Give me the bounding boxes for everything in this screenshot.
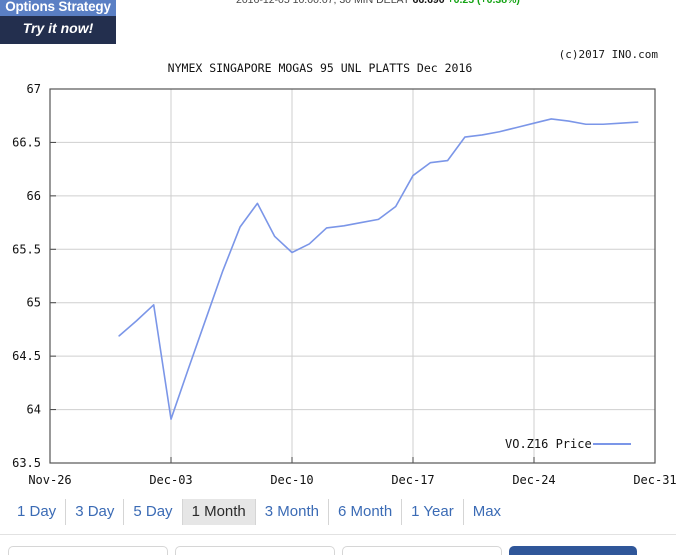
quote-timestamp: 2016-12-05 10:00:07, <box>236 0 337 6</box>
plot-frame <box>49 88 656 464</box>
y-axis-label: 67 <box>27 82 41 96</box>
primary-action-button[interactable] <box>509 546 637 555</box>
timeframe-6-month[interactable]: 6 Month <box>329 499 403 525</box>
y-axis-label: 66 <box>27 189 41 203</box>
chart-copyright: (c)2017 INO.com <box>558 48 658 61</box>
y-axis-label: 66.5 <box>12 135 41 149</box>
timeframe-selector[interactable]: 1 Day 3 Day 5 Day 1 Month 3 Month 6 Month 1 Ye… <box>0 496 676 528</box>
chart-title: NYMEX SINGAPORE MOGAS 95 UNL PLATTS Dec … <box>167 61 473 75</box>
price-chart: (c)2017 INO.com NYMEX SINGAPORE MOGAS 95… <box>0 44 676 487</box>
bottom-button-row[interactable] <box>8 546 668 555</box>
y-axis-label: 64 <box>27 403 41 417</box>
section-divider <box>0 534 676 535</box>
quote-change: +0.25 (+0.38%) <box>447 0 520 6</box>
y-axis-label: 65 <box>27 296 41 310</box>
timeframe-5-day[interactable]: 5 Day <box>124 499 183 525</box>
timeframe-1-year[interactable]: 1 Year <box>402 499 464 525</box>
x-axis-label: Dec-17 <box>391 473 434 484</box>
secondary-button-1[interactable] <box>8 546 168 555</box>
quote-delay: 30 MIN DELAY <box>339 0 410 6</box>
y-axis-label: 65.5 <box>12 242 41 256</box>
secondary-button-2[interactable] <box>175 546 335 555</box>
promo-cta[interactable]: Try it now! <box>22 20 94 36</box>
promo-title: Options Strategy <box>0 0 116 16</box>
x-axis-label: Dec-03 <box>149 473 192 484</box>
price-line-series <box>118 118 639 420</box>
options-strategy-promo-banner[interactable]: Options Strategy Try it now! <box>0 0 116 44</box>
chart-canvas: 63.5 64 64.5 65 65.5 66 66.5 67 Nov-26 Dec-03 Dec-… <box>12 82 676 487</box>
quote-last-price: 66.690 <box>412 0 445 6</box>
quote-strip: 2016-12-05 10:00:07, 30 MIN DELAY 66.690… <box>236 0 676 6</box>
timeframe-3-day[interactable]: 3 Day <box>66 499 125 525</box>
legend-label: VO.Z16 Price <box>505 437 592 451</box>
timeframe-3-month[interactable]: 3 Month <box>256 499 329 525</box>
x-axis-label: Dec-24 <box>512 473 555 484</box>
secondary-button-3[interactable] <box>342 546 502 555</box>
timeframe-max[interactable]: Max <box>472 503 502 520</box>
y-axis-label: 64.5 <box>12 349 41 363</box>
timeframe-1-month[interactable]: 1 Month <box>182 499 256 525</box>
timeframe-1-day[interactable]: 1 Day <box>8 499 67 525</box>
x-axis-label: Dec-10 <box>270 473 313 484</box>
x-axis-label: Nov-26 <box>28 473 71 484</box>
y-axis-label: 63.5 <box>12 456 41 470</box>
x-axis-label: Dec-31 <box>633 473 676 484</box>
